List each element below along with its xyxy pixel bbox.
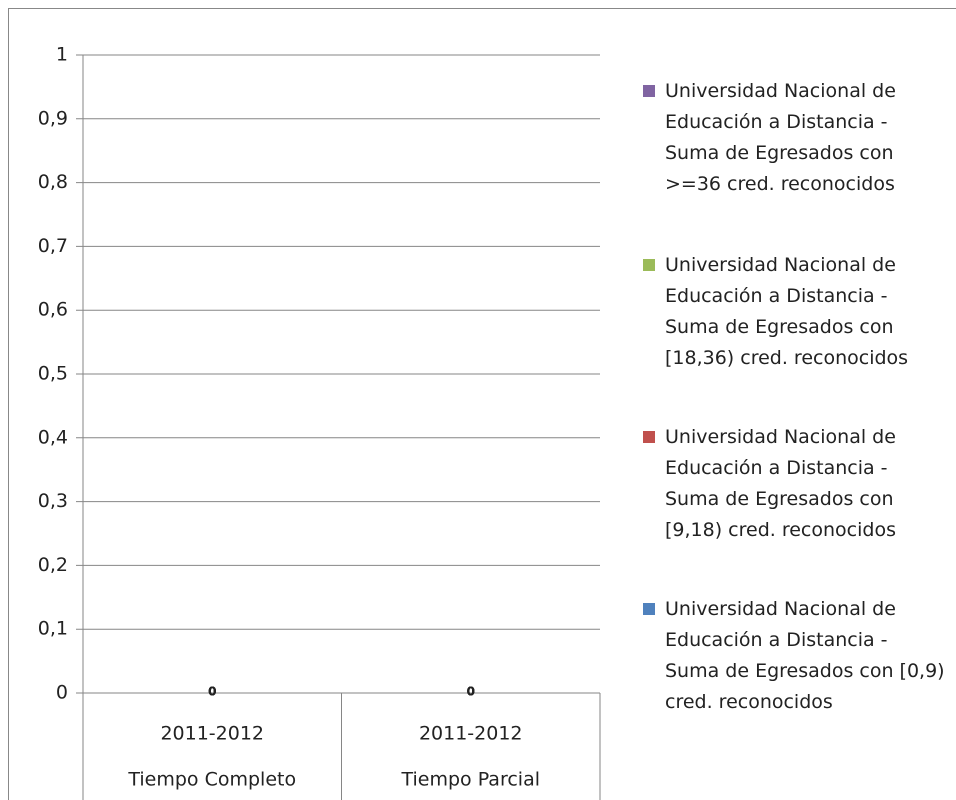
x-group-label: Tiempo Completo (127, 769, 296, 791)
legend-label: Universidad Nacional de Educación a Dist… (665, 598, 945, 713)
legend-marker (643, 603, 655, 615)
y-tick-label: 0,3 (38, 490, 68, 512)
y-tick-label: 0,7 (38, 235, 68, 257)
legend-item: Universidad Nacional de Educación a Dist… (643, 594, 945, 718)
y-tick-label: 1 (56, 44, 68, 66)
data-label: 0 (467, 685, 475, 699)
y-tick-label: 0,5 (38, 363, 68, 385)
x-tick-label: 2011-2012 (419, 723, 523, 745)
legend-label: Universidad Nacional de Educación a Dist… (665, 80, 896, 195)
legend-marker (643, 259, 655, 271)
data-label: 0 (208, 685, 216, 699)
legend-label: Universidad Nacional de Educación a Dist… (665, 254, 909, 369)
y-tick-label: 0,1 (38, 618, 68, 640)
legend-marker (643, 431, 655, 443)
x-group-label: Tiempo Parcial (400, 769, 540, 791)
legend-marker (643, 85, 655, 97)
x-tick-label: 2011-2012 (160, 723, 264, 745)
y-tick-label: 0,6 (38, 299, 68, 321)
data-label: 0 (467, 685, 475, 699)
y-tick-label: 0,2 (38, 554, 68, 576)
legend-item: Universidad Nacional de Educación a Dist… (643, 250, 943, 374)
y-tick-label: 0,9 (38, 107, 68, 129)
data-label: 0 (467, 685, 475, 699)
legend-item: Universidad Nacional de Educación a Dist… (643, 422, 943, 546)
legend-label: Universidad Nacional de Educación a Dist… (665, 426, 896, 541)
chart-border (8, 8, 956, 800)
data-label: 0 (208, 685, 216, 699)
data-label: 0 (467, 685, 475, 699)
y-tick-label: 0,8 (38, 171, 68, 193)
legend-item: Universidad Nacional de Educación a Dist… (643, 76, 943, 200)
y-tick-label: 0,4 (38, 426, 68, 448)
data-label: 0 (208, 685, 216, 699)
y-tick-label: 0 (56, 682, 68, 704)
data-label: 0 (208, 685, 216, 699)
